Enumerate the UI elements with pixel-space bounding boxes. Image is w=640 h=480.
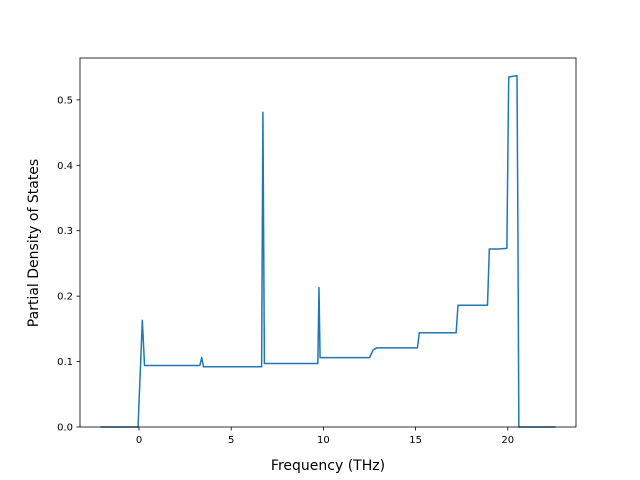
pdos-series-line xyxy=(100,74,556,428)
y-tick-label: 0.4 xyxy=(57,161,73,172)
x-axis-label: Frequency (THz) xyxy=(271,458,385,474)
y-tick-label: 0.1 xyxy=(57,357,73,368)
x-tick-label: 0 xyxy=(136,435,142,446)
y-tick-label: 0.3 xyxy=(57,226,73,237)
x-tick-label: 20 xyxy=(501,435,514,446)
y-axis-label: Partial Density of States xyxy=(26,159,42,327)
x-tick-label: 15 xyxy=(409,435,422,446)
x-tick-label: 10 xyxy=(317,435,330,446)
x-tick-label: 5 xyxy=(228,435,234,446)
y-tick-label: 0.0 xyxy=(57,423,73,434)
y-axis-ticks: 0.0 0.1 0.2 0.3 0.4 0.5 xyxy=(57,95,80,434)
plot-area xyxy=(79,57,577,428)
x-axis-ticks: 0 5 10 15 20 xyxy=(136,427,514,446)
y-tick-label: 0.5 xyxy=(57,95,73,106)
y-tick-label: 0.2 xyxy=(57,292,73,303)
axes-frame xyxy=(79,57,577,428)
